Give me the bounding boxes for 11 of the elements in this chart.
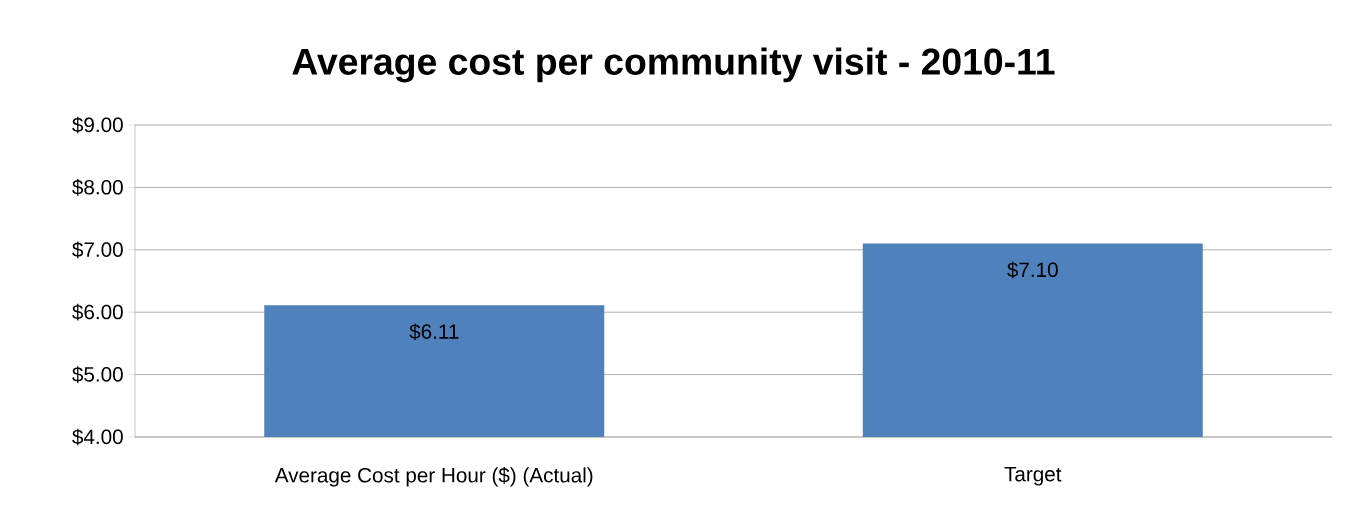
chart-title: Average cost per community visit - 2010-11 — [292, 47, 1055, 83]
data-label: $7.10 — [1007, 261, 1058, 279]
y-tick-label: $5.00 — [72, 366, 123, 383]
y-tick-label: $7.00 — [72, 241, 123, 259]
x-tick-label: Average Cost per Hour ($) (Actual) — [274, 467, 593, 487]
y-tick-label: $4.00 — [72, 428, 123, 446]
x-tick-label: Target — [1004, 467, 1062, 486]
y-tick-label: $8.00 — [72, 179, 123, 196]
y-tick-label: $9.00 — [72, 116, 123, 134]
data-label: $6.11 — [409, 323, 459, 341]
y-tick-label: $6.00 — [72, 303, 123, 321]
